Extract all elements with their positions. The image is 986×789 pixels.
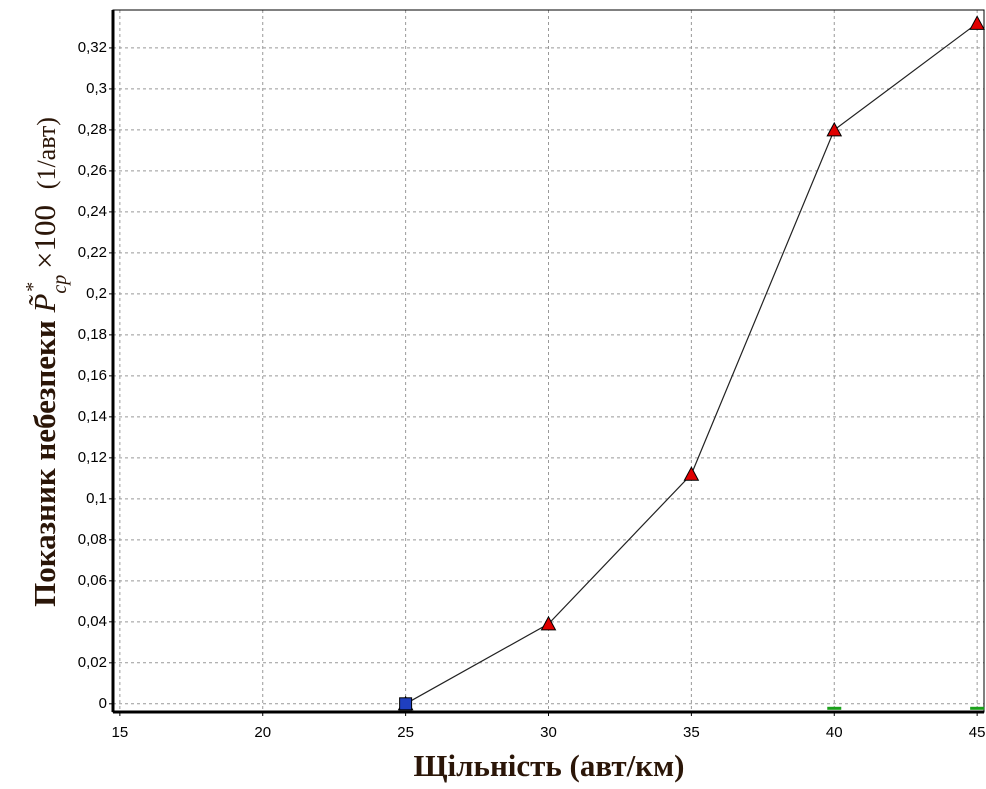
x-tick-label: 45 xyxy=(969,724,986,741)
y-tick-label: 0,12 xyxy=(78,449,107,466)
y-tick-label: 0,32 xyxy=(78,39,107,56)
point xyxy=(399,697,413,711)
y-tick-label: 0 xyxy=(99,695,107,712)
y-label-factor: ×100 xyxy=(27,205,62,269)
x-tick-label: 15 xyxy=(112,724,129,741)
y-tick-label: 0,06 xyxy=(78,572,107,589)
point xyxy=(970,706,985,710)
y-tick-label: 0,26 xyxy=(78,162,107,179)
point xyxy=(827,706,842,710)
x-tick-label: 30 xyxy=(540,724,557,741)
y-tick-label: 0,28 xyxy=(78,121,107,138)
y-tick-label: 0,14 xyxy=(78,408,107,425)
x-axis-label: Щільність (авт/км) xyxy=(414,748,685,783)
y-tick-label: 0,3 xyxy=(86,80,107,97)
y-axis-label: Показник небезпеки P̃ср * ×100 (1/авт) xyxy=(11,117,71,607)
x-tick-label: 25 xyxy=(397,724,414,741)
x-tick-label: 35 xyxy=(683,724,700,741)
y-label-sup: * xyxy=(22,283,44,293)
y-tick-label: 0,08 xyxy=(78,531,107,548)
y-tick-label: 0,24 xyxy=(78,203,107,220)
y-tick-label: 0,04 xyxy=(78,613,107,630)
y-label-symbol: P̃ xyxy=(27,294,62,314)
y-tick-label: 0,18 xyxy=(78,326,107,343)
y-tick-label: 0,22 xyxy=(78,244,107,261)
point xyxy=(540,615,557,631)
y-label-unit: (1/авт) xyxy=(32,117,61,189)
point xyxy=(969,15,985,30)
x-tick-label: 40 xyxy=(826,724,843,741)
y-label-text: Показник небезпеки xyxy=(27,320,62,607)
point xyxy=(683,466,700,481)
y-label-sub: ср xyxy=(49,275,71,294)
y-tick-label: 0,16 xyxy=(78,367,107,384)
x-tick-label: 20 xyxy=(254,724,271,741)
y-tick-label: 0,2 xyxy=(86,285,107,302)
y-tick-label: 0,1 xyxy=(86,490,107,507)
y-tick-label: 0,02 xyxy=(78,654,107,671)
point xyxy=(826,121,843,137)
